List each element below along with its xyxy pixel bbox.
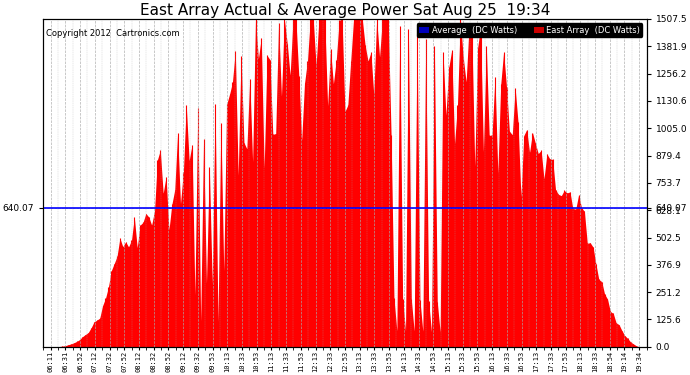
Title: East Array Actual & Average Power Sat Aug 25  19:34: East Array Actual & Average Power Sat Au… — [140, 3, 550, 18]
Text: Copyright 2012  Cartronics.com: Copyright 2012 Cartronics.com — [46, 29, 180, 38]
Legend: Average  (DC Watts), East Array  (DC Watts): Average (DC Watts), East Array (DC Watts… — [417, 23, 642, 37]
